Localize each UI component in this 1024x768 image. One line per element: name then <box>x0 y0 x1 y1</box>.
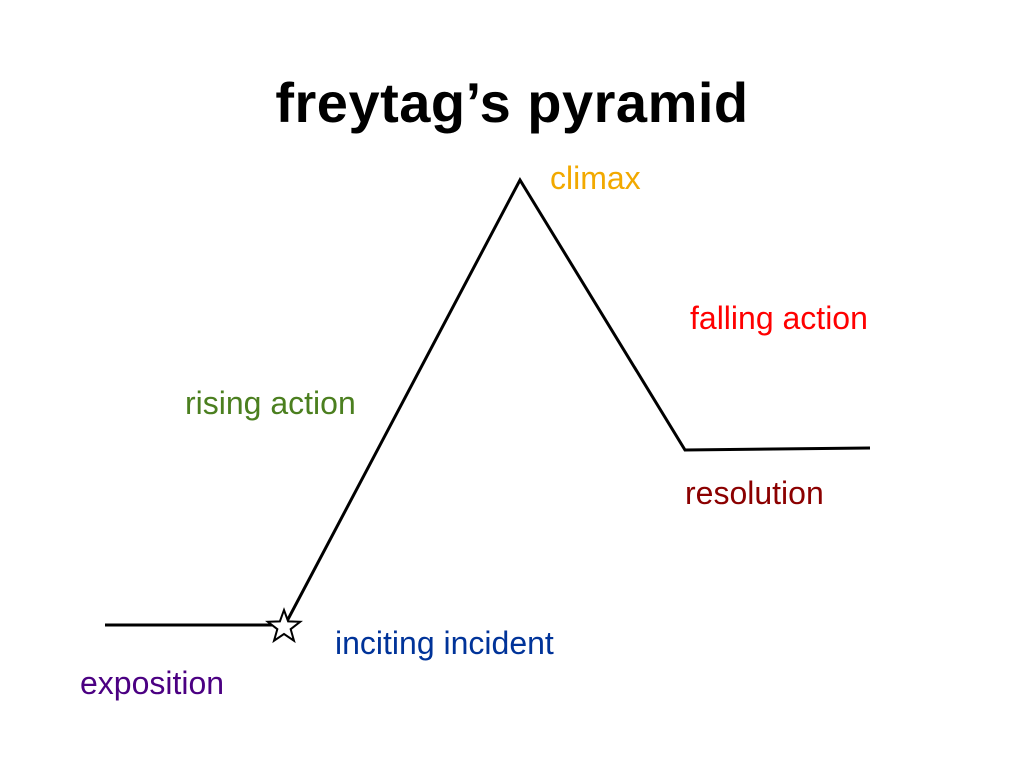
label-rising-action: rising action <box>185 385 356 422</box>
label-exposition: exposition <box>80 665 224 702</box>
star-icon <box>268 610 300 641</box>
label-resolution: resolution <box>685 475 824 512</box>
label-inciting-incident: inciting incident <box>335 625 554 662</box>
diagram-stage: freytag’s pyramid climax falling action … <box>0 0 1024 768</box>
label-falling-action: falling action <box>690 300 868 337</box>
label-climax: climax <box>550 160 641 197</box>
